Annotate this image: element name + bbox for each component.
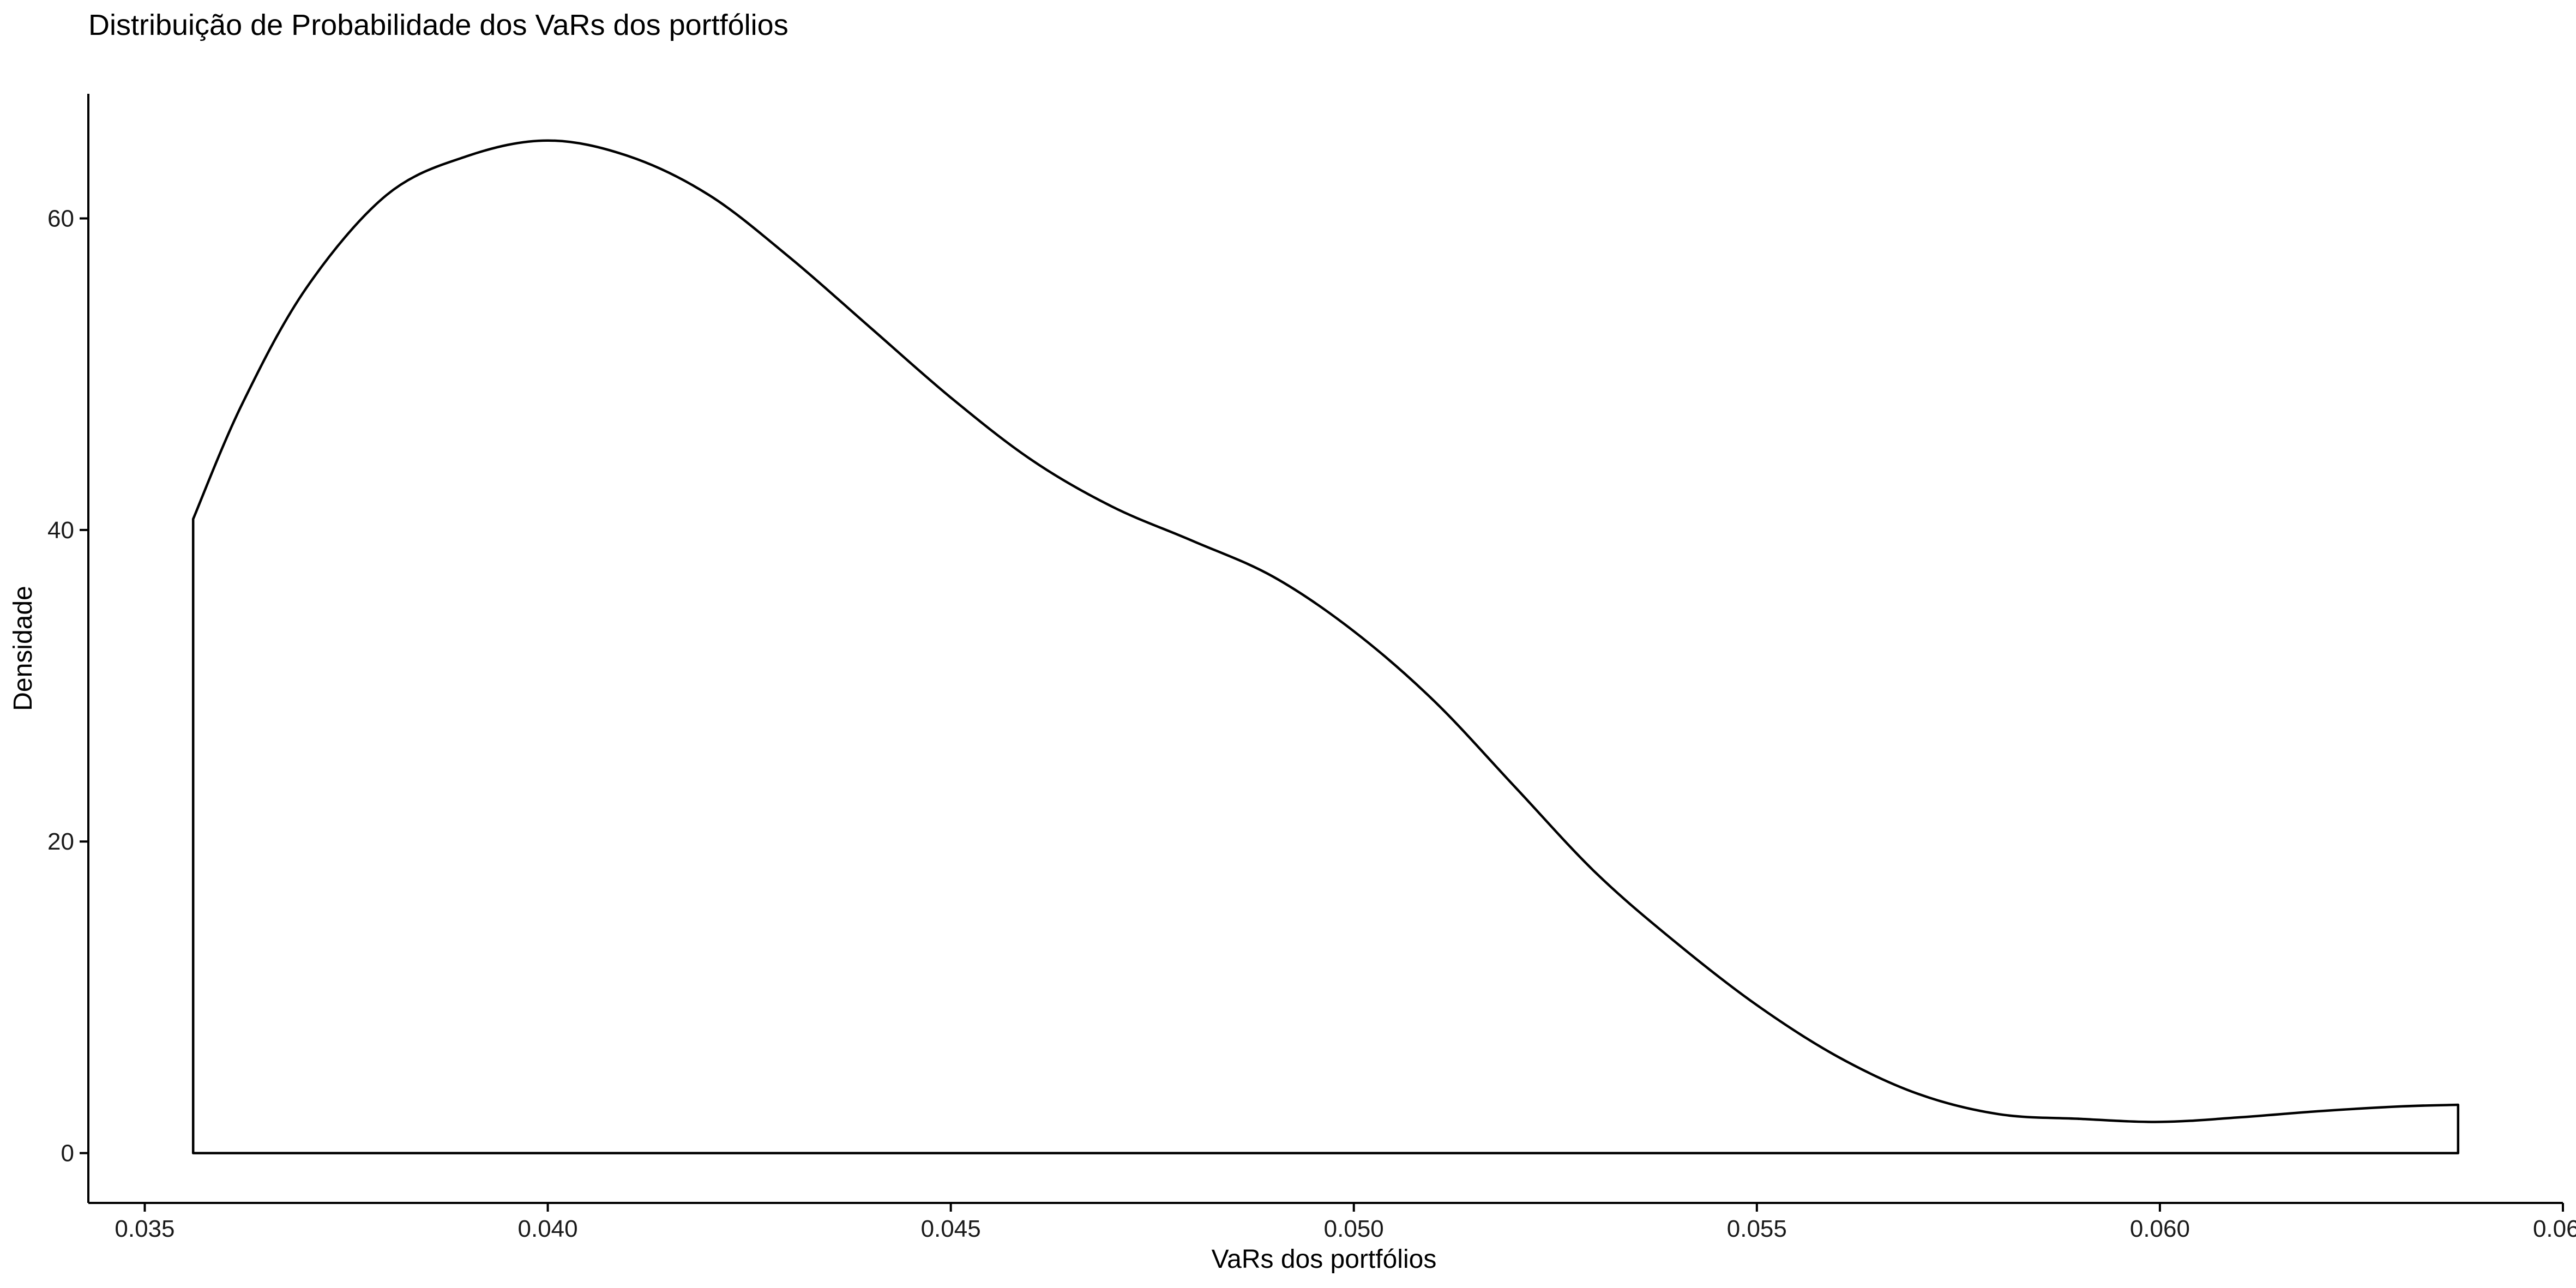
x-tick-label: 0.060: [2130, 1215, 2190, 1242]
y-tick-label: 0: [61, 1140, 74, 1167]
x-tick-label: 0.045: [921, 1215, 981, 1242]
x-tick-label: 0.050: [1324, 1215, 1384, 1242]
y-tick-label: 40: [47, 517, 74, 544]
y-axis-ticks: 0 20 40 60: [47, 206, 88, 1167]
y-axis-title: Densidade: [9, 586, 38, 711]
x-tick-label: 0.040: [518, 1215, 578, 1242]
x-tick-label: 0.035: [115, 1215, 174, 1242]
density-curve: [191, 139, 2460, 1154]
x-axis-title: VaRs dos portfólios: [1212, 1245, 1437, 1274]
chart-title: Distribuição de Probabilidade dos VaRs d…: [88, 9, 789, 41]
x-tick-label: 0.055: [1727, 1215, 1787, 1242]
y-tick-label: 60: [47, 206, 74, 232]
x-tick-label: 0.065: [2533, 1215, 2576, 1242]
x-axis-ticks: 0.035 0.040 0.045 0.050 0.055 0.060 0.065: [115, 1203, 2576, 1242]
y-tick-label: 20: [47, 828, 74, 855]
